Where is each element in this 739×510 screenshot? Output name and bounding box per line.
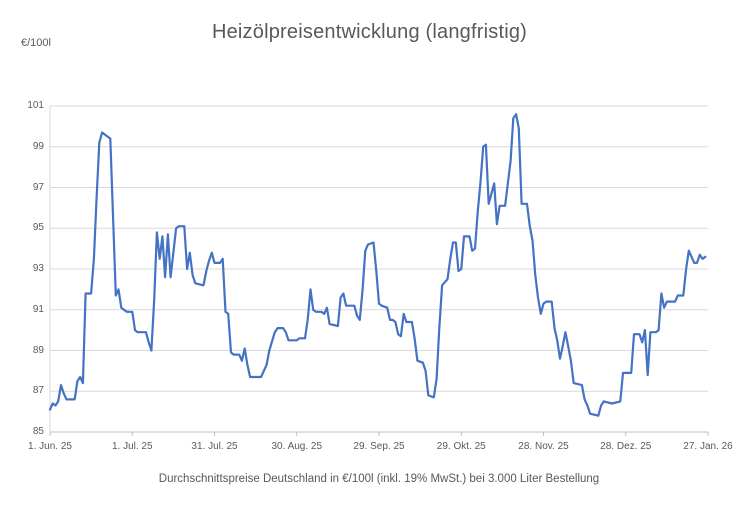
y-axis-tick-label: 93 [32,263,44,274]
y-axis-tick-label: 95 [32,222,44,234]
x-axis-tick-label: 1. Jun. 25 [28,441,72,452]
y-axis-tick-label: 101 [27,100,44,111]
y-axis-tick-label: 87 [32,385,44,397]
y-axis-tick-label: 99 [32,140,44,152]
x-axis-tick-label: 31. Jul. 25 [191,441,238,452]
x-axis-tick-label: 1. Jul. 25 [111,441,153,452]
x-axis-tick-label: 29. Sep. 25 [353,441,405,452]
chart-caption: Durchschnittspreise Deutschland in €/100… [158,473,600,485]
x-axis-tick-label: 30. Aug. 25 [271,441,323,452]
chart-title: Heizölpreisentwicklung (langfristig) [211,21,528,43]
x-axis-tick-label: 27. Jan. 26 [683,441,733,452]
y-axis-tick-label: 91 [32,303,44,315]
y-axis-tick-label: 89 [32,344,44,356]
y-axis-tick-label: 85 [32,426,44,437]
x-axis-tick-label: 29. Okt. 25 [436,441,486,452]
price-line [48,113,707,417]
x-axis-tick-label: 28. Nov. 25 [518,441,569,452]
y-axis-unit-label: €/100l [21,37,51,49]
y-axis-tick-label: 97 [32,181,44,193]
x-axis-tick-label: 28. Dez. 25 [600,441,652,452]
